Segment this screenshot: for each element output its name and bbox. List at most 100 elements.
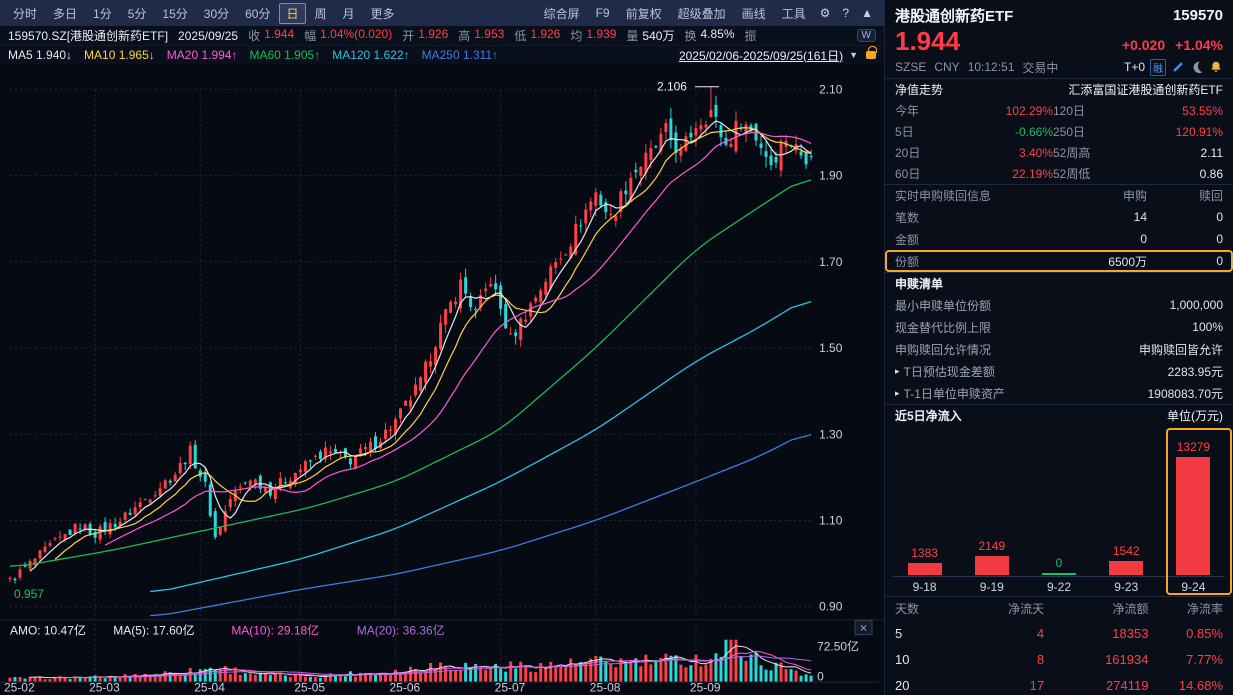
period-tab-10[interactable]: 月 <box>342 6 355 21</box>
svg-text:AMO: 10.47亿: AMO: 10.47亿 <box>10 623 86 638</box>
svg-text:0.957: 0.957 <box>14 587 44 601</box>
period-tab-2[interactable]: 多日 <box>53 6 78 21</box>
flow-bar <box>907 562 942 575</box>
currency-label: CNY <box>934 60 960 74</box>
flow-bar-date: 9-18 <box>912 580 937 594</box>
quote-infobar: 159570.SZ[港股通创新药ETF] 2025/09/25 收 1.944 幅 1… <box>0 26 884 46</box>
quote-side-panel: 港股通创新药ETF 159570 1.944 +0.020 +1.04% SZS… <box>885 0 1233 695</box>
period-tab-9[interactable]: 周 <box>314 6 327 21</box>
nav-performance-row: 60日 22.19% 52周低 0.86 <box>895 166 1223 182</box>
ma-value-MA20: MA20 1.994↑ <box>166 48 238 62</box>
period-tab-1[interactable]: 分时 <box>13 6 38 21</box>
theme-moon-icon[interactable] <box>1190 60 1204 74</box>
chevron-down-icon[interactable]: ▼ <box>849 50 858 60</box>
help-icon[interactable]: ? <box>842 6 850 20</box>
nav-section-header: 净值走势 汇添富国证港股通创新药ETF <box>885 78 1233 100</box>
tool-4[interactable]: 超级叠加 <box>677 6 726 21</box>
kline-chart[interactable]: 2.10 1.90 1.70 1.50 1.30 1.10 0.90 2.106 0.957 AM… <box>0 64 884 695</box>
svg-text:2.106: 2.106 <box>657 80 687 94</box>
period-tab-7[interactable]: 60分 <box>245 6 271 21</box>
wp-icon[interactable]: W <box>856 29 876 42</box>
chart-area: 分时 多日 1分 5分 15分 30分 60分日周月更多 综合屏 F9 前复权 超级叠加 画线 工具 ⚙… <box>0 0 885 695</box>
flow-bar <box>1176 457 1211 575</box>
flow-table-row: 20 17 274119 14.68% <box>895 677 1223 693</box>
triangle-right-icon: ▸ <box>895 365 900 376</box>
tplus-badge: T+0 <box>1123 60 1145 74</box>
flow-table-row: 5 4 18353 0.85% <box>895 625 1223 641</box>
svg-text:MA(10): 29.18亿: MA(10): 29.18亿 <box>231 623 319 638</box>
flow-table-row: 10 8 161934 7.77% <box>895 651 1223 667</box>
close-indicator-icon: ✕ <box>859 624 867 635</box>
redeem-list-title[interactable]: 申赎清单 <box>895 277 944 291</box>
svg-text:1.30: 1.30 <box>819 427 843 441</box>
tool-6[interactable]: 工具 <box>781 6 806 21</box>
nav-performance-row: 今年 102.29% 120日 53.55% <box>895 103 1223 119</box>
flow-bar-column-9-19: 2149 9-19 <box>958 430 1025 596</box>
quote-fields: 收 1.944 幅 1.04%(0.020) 开 1.926 高 1.953 低 1.926 均 1.… <box>248 27 760 44</box>
edit-icon[interactable] <box>1171 60 1185 74</box>
flow-bar-date: 9-24 <box>1181 580 1206 594</box>
redeem-list-row: ▸ T日预估现金差额 2283.95元 <box>895 364 1223 379</box>
flow-bar-value: 13279 <box>1176 440 1211 454</box>
flow-bar <box>1042 573 1076 575</box>
subscription-row-笔数: 笔数 14 0 <box>895 210 1223 225</box>
flow-bar-column-9-18: 1383 9-18 <box>891 430 958 596</box>
tool-1[interactable]: 综合屏 <box>543 6 580 21</box>
flow-bar-date: 9-22 <box>1046 580 1072 594</box>
period-tab-5[interactable]: 15分 <box>162 6 188 21</box>
tool-2[interactable]: F9 <box>595 6 610 20</box>
redeem-list-row: 最小申赎单位份额 1,000,000 <box>895 298 1223 313</box>
lock-icon[interactable] <box>866 46 877 59</box>
ma-value-MA250: MA250 1.311↑ <box>421 48 499 62</box>
flow-bar-column-9-23: 1542 9-23 <box>1093 430 1160 596</box>
last-price: 1.944 <box>895 26 961 56</box>
period-tab-3[interactable]: 1分 <box>93 6 112 21</box>
svg-text:25-08: 25-08 <box>590 681 621 695</box>
svg-text:25-03: 25-03 <box>89 681 120 695</box>
gear-icon[interactable]: ⚙ <box>819 6 831 20</box>
col-subscribe: 申购 <box>1122 189 1147 203</box>
svg-text:25-07: 25-07 <box>495 681 526 695</box>
ma-value-MA5: MA5 1.940↓ <box>8 48 73 62</box>
flow-table-col-天数: 天数 <box>895 602 920 616</box>
panel-header: 港股通创新药ETF 159570 1.944 +0.020 +1.04% SZS… <box>885 0 1233 78</box>
alert-bell-icon[interactable] <box>1209 60 1223 74</box>
svg-text:1.50: 1.50 <box>819 341 843 355</box>
svg-text:0.90: 0.90 <box>819 600 843 614</box>
svg-text:25-06: 25-06 <box>390 681 421 695</box>
redeem-list-rows: 最小申赎单位份额 1,000,000 现金替代比例上限 100% 申购赎回允许情况 申购赎… <box>885 294 1233 404</box>
period-tab-4[interactable]: 5分 <box>127 6 147 21</box>
quote-field-振: 振 <box>744 29 757 43</box>
period-tab-8[interactable]: 日 <box>279 2 306 24</box>
instrument-name: 港股通创新药ETF <box>895 8 1014 25</box>
flow-table-col-净流天: 净流天 <box>1008 602 1045 616</box>
flow-bar <box>1109 561 1144 575</box>
period-tab-11[interactable]: 更多 <box>370 6 395 21</box>
net-inflow-bar-chart: 1383 9-18 2149 9-19 0 9-22 1542 9-23 13279 9-24 <box>885 426 1233 596</box>
tool-3[interactable]: 前复权 <box>625 6 662 21</box>
redeem-list-row: 现金替代比例上限 100% <box>895 320 1223 335</box>
svg-text:1.10: 1.10 <box>819 514 843 528</box>
flow-title: 近5日净流入 <box>895 409 962 423</box>
quote-field-收: 收 1.944 <box>248 27 295 43</box>
flow-bar-column-9-22: 0 9-22 <box>1025 430 1092 596</box>
quote-field-高: 高 1.953 <box>458 27 505 43</box>
subscription-row-金额: 金额 0 0 <box>895 232 1223 247</box>
ma-value-MA120: MA120 1.622↑ <box>332 48 410 62</box>
flow-unit: 单位(万元) <box>1167 409 1223 423</box>
nav-trend-label[interactable]: 净值走势 <box>895 83 944 97</box>
flow-bar-date: 9-23 <box>1114 580 1139 594</box>
date-range-selector[interactable]: 2025/02/06-2025/09/25(161日) <box>678 48 844 63</box>
quote-field-均: 均 1.939 <box>570 27 617 43</box>
subscription-rows: 笔数 14 0 金额 0 0 份额 6500万 0 <box>885 206 1233 272</box>
tool-5[interactable]: 画线 <box>741 6 766 21</box>
margin-badge: 融 <box>1150 58 1166 76</box>
collapse-icon[interactable]: ▲ <box>861 6 873 20</box>
redeem-list-row: ▸ T-1日单位申赎资产 1908083.70元 <box>895 386 1223 401</box>
quote-field-幅: 幅 1.04%(0.020) <box>304 27 393 43</box>
quote-field-低: 低 1.926 <box>514 27 561 43</box>
period-tab-6[interactable]: 30分 <box>203 6 230 21</box>
svg-text:25-09: 25-09 <box>690 681 721 695</box>
flow-section-header: 近5日净流入 单位(万元) <box>885 404 1233 426</box>
instrument-code: 159570 <box>1172 7 1223 24</box>
